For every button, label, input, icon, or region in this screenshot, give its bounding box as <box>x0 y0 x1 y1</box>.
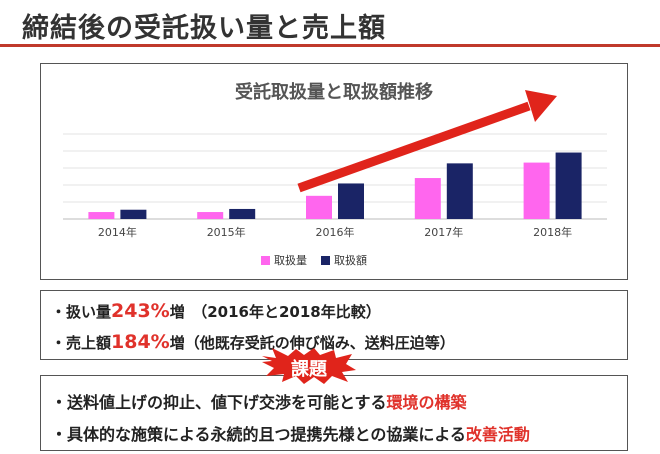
summary-sales-suffix: 増（他既存受託の伸び悩み、送料圧迫等） <box>169 334 455 352</box>
bar-chart: 2014年 2015年 2016年 2017年 2018年 <box>63 90 607 239</box>
bar-amount <box>120 209 147 219</box>
trend-arrow-shaft <box>297 101 531 193</box>
summary-volume-prefix: ・扱い量 <box>51 303 112 321</box>
issue-1-prefix: ・送料値上げの抑止、値下げ交渉を可能とする <box>51 393 387 412</box>
bar-amount <box>229 208 256 219</box>
issue-2-highlight: 改善活動 <box>465 425 530 444</box>
bar-volume <box>414 178 441 219</box>
chart-panel: 2014年 2015年 2016年 2017年 2018年 受託取扱量と取扱額推移 取扱… <box>40 63 628 280</box>
bar-amount <box>338 183 364 219</box>
trend-arrow-head <box>525 90 557 122</box>
summary-sales-line: ・売上額184%増（他既存受託の伸び悩み、送料圧迫等） <box>51 331 455 353</box>
title-divider <box>0 44 660 47</box>
summary-volume-value: 243% <box>111 300 170 322</box>
results-summary-box: ・扱い量243%増 （2016年と2018年比較） ・売上額184%増（他既存受… <box>40 290 628 360</box>
bar-volume <box>523 162 550 219</box>
summary-sales-prefix: ・売上額 <box>51 334 112 352</box>
page-title: 締結後の受託扱い量と売上額 <box>22 13 386 44</box>
legend-label-volume: 取扱量 <box>274 254 307 267</box>
issues-box: ・送料値上げの抑止、値下げ交渉を可能とする環境の構築 ・具体的な施策による永続的… <box>40 375 628 451</box>
bar-amount <box>555 152 582 219</box>
bar-volume <box>88 212 115 219</box>
legend-item-amount: 取扱額 <box>321 252 367 268</box>
x-tick-label: 2014年 <box>98 225 137 239</box>
legend-label-amount: 取扱額 <box>334 254 367 267</box>
bar-volume <box>197 212 224 219</box>
summary-sales-value: 184% <box>111 331 170 353</box>
issue-line-2: ・具体的な施策による永続的且つ提携先様との協業による改善活動 <box>51 421 530 445</box>
bar-volume <box>306 195 332 219</box>
x-tick-label: 2018年 <box>533 225 572 239</box>
issue-label: 課題 <box>291 359 327 380</box>
issue-1-highlight: 環境の構築 <box>386 393 467 412</box>
legend-swatch-volume <box>261 255 270 265</box>
summary-volume-line: ・扱い量243%増 （2016年と2018年比較） <box>51 300 381 322</box>
x-tick-label: 2016年 <box>316 225 355 239</box>
chart-title: 受託取扱量と取扱額推移 <box>235 82 433 103</box>
bar-amount <box>446 163 473 219</box>
chart-legend: 取扱量 取扱額 <box>261 252 367 268</box>
x-tick-label: 2015年 <box>207 225 246 239</box>
issue-burst-icon <box>262 348 356 384</box>
legend-item-volume: 取扱量 <box>261 252 307 268</box>
issue-2-prefix: ・具体的な施策による永続的且つ提携先様との協業による <box>51 425 466 444</box>
x-tick-label: 2017年 <box>424 225 463 239</box>
summary-volume-suffix: 増 （2016年と2018年比較） <box>169 303 381 321</box>
legend-swatch-amount <box>321 255 330 265</box>
issue-line-1: ・送料値上げの抑止、値下げ交渉を可能とする環境の構築 <box>51 389 467 413</box>
